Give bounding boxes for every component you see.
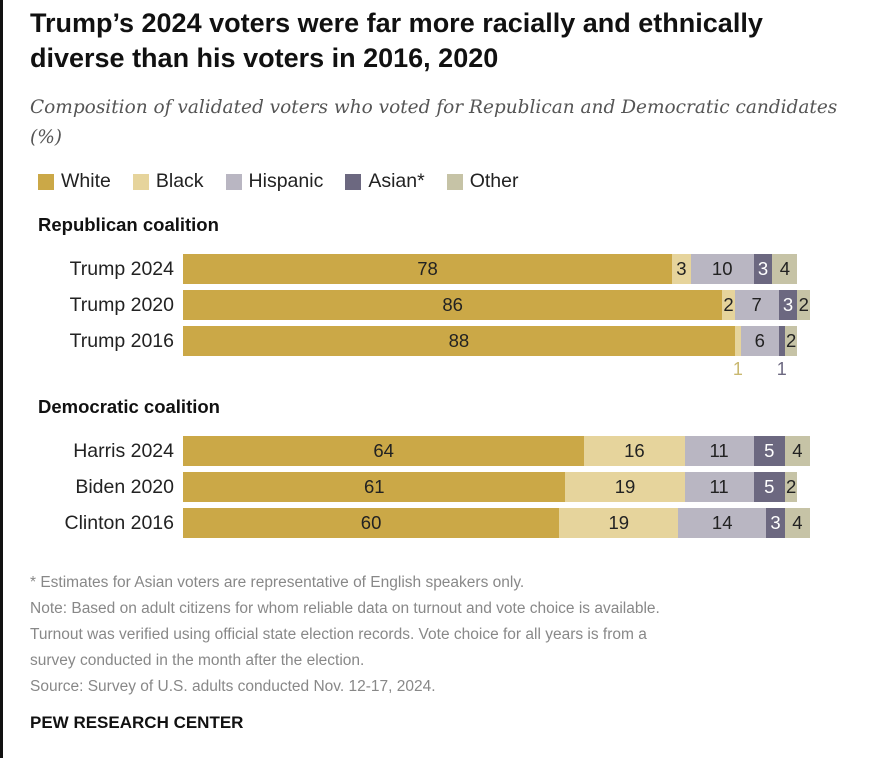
legend-swatch xyxy=(446,173,463,190)
bar-segment: 5 xyxy=(753,436,785,466)
data-label: 1 xyxy=(732,359,743,379)
legend-item: Asian* xyxy=(345,170,425,193)
bar-segment: 6 xyxy=(741,326,779,356)
legend-item: Other xyxy=(446,170,519,193)
bar-segment: 19 xyxy=(565,472,685,502)
legend-swatch xyxy=(225,173,242,190)
row-label: Trump 2024 xyxy=(69,258,174,280)
data-label: 4 xyxy=(792,440,803,461)
bar-segment: 4 xyxy=(784,508,810,538)
data-label: 3 xyxy=(782,294,794,315)
legend: White Black Hispanic Asian* Other xyxy=(38,170,519,193)
data-label: 11 xyxy=(709,476,729,497)
left-edge xyxy=(0,0,3,758)
data-label: 1 xyxy=(776,359,787,379)
data-label: 6 xyxy=(754,330,765,351)
note-line: * Estimates for Asian voters are represe… xyxy=(30,574,525,591)
bar-segment: 3 xyxy=(766,508,785,538)
data-label: 88 xyxy=(448,330,470,351)
data-label: 4 xyxy=(792,512,803,533)
legend-item: Hispanic xyxy=(225,170,324,193)
chart-title: Trump’s 2024 voters were far more racial… xyxy=(30,8,763,73)
data-label: 10 xyxy=(711,258,733,279)
row-label: Trump 2016 xyxy=(69,330,174,352)
legend-label: Asian* xyxy=(368,170,425,192)
data-label: 19 xyxy=(614,476,636,497)
legend-label: White xyxy=(61,170,111,192)
bar-segment: 5 xyxy=(753,472,785,502)
bar-segment: 64 xyxy=(183,436,585,466)
data-label: 7 xyxy=(751,294,762,315)
note-line: survey conducted in the month after the … xyxy=(30,652,365,669)
data-label: 14 xyxy=(711,512,733,533)
bar-segment: 3 xyxy=(778,290,798,320)
bar-segment: 2 xyxy=(797,290,810,320)
legend-label: Other xyxy=(469,170,519,192)
bar-segment: 4 xyxy=(772,254,798,284)
bar-segment xyxy=(778,326,785,356)
chart-subtitle: Composition of validated voters who vote… xyxy=(30,97,838,148)
row-label: Clinton 2016 xyxy=(64,512,175,534)
data-label: 78 xyxy=(417,258,438,279)
footnotes: * Estimates for Asian voters are represe… xyxy=(30,570,860,700)
bar-segment: 14 xyxy=(678,508,767,538)
data-label: 11 xyxy=(709,440,729,461)
bar-segment xyxy=(734,326,742,356)
note-line: Note: Based on adult citizens for whom r… xyxy=(30,600,660,617)
bar-segment: 10 xyxy=(690,254,754,284)
legend-swatch xyxy=(345,173,362,190)
legend-label: Black xyxy=(155,170,204,192)
legend-swatch xyxy=(132,173,149,190)
bar-segment: 2 xyxy=(784,472,798,502)
data-label: 61 xyxy=(363,476,385,497)
data-label: 60 xyxy=(360,512,382,533)
bar-segment: 78 xyxy=(183,254,673,284)
bar-segment: 88 xyxy=(183,326,735,356)
data-label: 86 xyxy=(442,294,463,315)
bar-segment: 11 xyxy=(684,472,754,502)
bar-segment: 60 xyxy=(183,508,560,538)
bar-segment: 19 xyxy=(559,508,679,538)
bar-segment: 7 xyxy=(734,290,779,320)
legend-item: Black xyxy=(132,170,204,193)
legend-item: White xyxy=(38,170,111,193)
bar-segment: 2 xyxy=(784,326,798,356)
row-label: Biden 2020 xyxy=(75,476,174,498)
data-label: 64 xyxy=(373,440,394,461)
data-label: 2 xyxy=(786,330,797,351)
data-label: 16 xyxy=(624,440,645,461)
data-label: 3 xyxy=(770,512,781,533)
group-heading: Republican coalition xyxy=(38,214,219,235)
bar-segment: 3 xyxy=(753,254,773,284)
data-label: 2 xyxy=(798,294,809,315)
row-label: Harris 2024 xyxy=(73,440,174,462)
group-heading: Democratic coalition xyxy=(38,396,220,417)
bar-segment: 3 xyxy=(672,254,691,284)
data-label: 3 xyxy=(757,258,769,279)
row-label: Trump 2020 xyxy=(69,294,174,316)
bar-segment: 61 xyxy=(183,472,566,502)
data-label: 2 xyxy=(786,476,797,497)
data-label: 3 xyxy=(676,258,687,279)
bar-segment: 16 xyxy=(584,436,685,466)
bar-segment: 4 xyxy=(784,436,810,466)
legend-label: Hispanic xyxy=(248,170,324,192)
data-label: 5 xyxy=(764,440,775,461)
brand-logo-text: PEW RESEARCH CENTER xyxy=(30,713,244,732)
bar-segment: 86 xyxy=(183,290,723,320)
data-label: 19 xyxy=(608,512,630,533)
note-line: Turnout was verified using official stat… xyxy=(30,626,647,643)
data-label: 5 xyxy=(764,476,775,497)
bar-segment: 2 xyxy=(722,290,735,320)
legend-swatch xyxy=(38,173,54,190)
data-label: 2 xyxy=(723,294,734,315)
data-label: 4 xyxy=(779,258,791,279)
bar-segment: 11 xyxy=(684,436,754,466)
note-line: Source: Survey of U.S. adults conducted … xyxy=(30,678,436,695)
